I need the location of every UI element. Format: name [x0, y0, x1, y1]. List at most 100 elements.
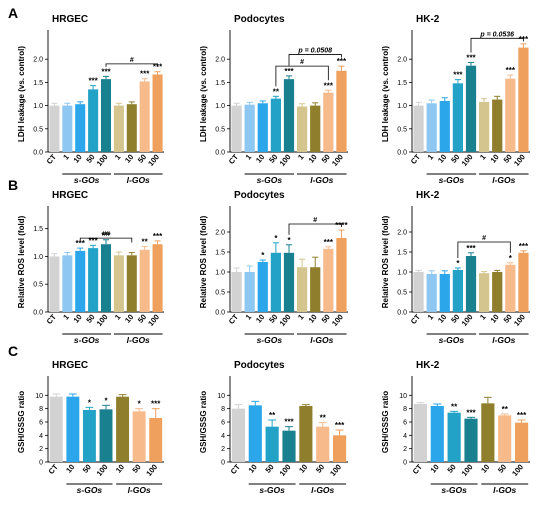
y-tick-label: 0.5	[397, 290, 407, 297]
x-tick-label: 1	[426, 153, 436, 162]
x-tick-label: 100	[460, 313, 475, 328]
group-label: l-GOs	[127, 175, 150, 185]
bar	[336, 70, 347, 152]
bar	[413, 272, 424, 312]
x-tick-label: 10	[123, 313, 135, 325]
significance-label: **	[451, 402, 458, 411]
bar	[426, 103, 437, 152]
significance-label: *	[138, 400, 142, 409]
significance-label: ***	[153, 63, 163, 72]
bar	[505, 264, 516, 312]
bar	[100, 244, 112, 312]
x-tick-label: 50	[81, 463, 93, 475]
y-tick-label: 10	[399, 393, 407, 400]
bar	[310, 267, 321, 312]
group-label: l-GOs	[128, 485, 151, 495]
bar	[66, 396, 80, 462]
bar	[447, 412, 461, 462]
x-tick-label: CT	[229, 462, 243, 476]
bar	[492, 99, 503, 152]
significance-label: ***	[324, 238, 334, 247]
significance-label: **	[273, 87, 280, 96]
bar	[478, 101, 490, 152]
y-tick-label: 1.5	[215, 80, 225, 87]
comparison-bracket	[288, 223, 342, 235]
y-axis-label: LDH leakage (vs. control)	[17, 46, 26, 142]
y-axis-label: Relative ROS level (fold)	[199, 215, 208, 308]
bar	[299, 406, 313, 462]
group-label: l-GOs	[493, 485, 516, 495]
bar	[100, 79, 112, 152]
significance-label: ***	[101, 67, 111, 76]
bar	[126, 104, 137, 152]
group-label: l-GOs	[127, 335, 150, 345]
bar	[257, 262, 268, 312]
bar	[316, 426, 330, 462]
x-tick-label: 50	[314, 463, 326, 475]
bar	[88, 248, 99, 312]
y-tick-label: 1.5	[397, 250, 407, 257]
bar	[481, 403, 495, 462]
significance-label: ***	[284, 67, 294, 76]
x-tick-label: CT	[227, 312, 241, 326]
group-label: s-GOs	[439, 335, 465, 345]
x-tick-label: 1	[478, 153, 488, 162]
bar	[270, 98, 282, 152]
bar	[464, 418, 478, 462]
x-tick-label: 100	[95, 463, 110, 478]
x-tick-label: CT	[45, 312, 59, 326]
bar	[270, 252, 282, 312]
significance-label: **	[269, 411, 276, 420]
group-label: s-GOs	[257, 335, 283, 345]
bar	[283, 79, 295, 152]
y-axis-label: GSH/GSSG ratio	[199, 391, 208, 453]
chart-title: HRGEC	[52, 190, 88, 201]
x-tick-label: 10	[479, 463, 491, 475]
bar	[310, 105, 321, 152]
y-tick-label: 0.0	[33, 150, 43, 157]
bar	[113, 105, 124, 152]
x-tick-label: 50	[130, 463, 142, 475]
y-axis-label: GSH/GSSG ratio	[17, 391, 26, 453]
bar	[257, 103, 268, 152]
y-tick-label: 6	[221, 420, 225, 427]
chart-b-hk-2: HK-2 Relative ROS level (fold) 0.0 0.5 1.0 1.…	[381, 190, 530, 345]
bar	[282, 430, 296, 462]
y-tick-label: 10	[217, 393, 225, 400]
chart-title: HK-2	[416, 14, 440, 25]
bar	[75, 104, 86, 152]
significance-label: ***	[506, 66, 516, 75]
significance-label: *	[274, 234, 278, 243]
group-label: s-GOs	[439, 175, 465, 185]
x-tick-label: 1	[61, 313, 71, 322]
x-tick-label: 100	[460, 463, 475, 478]
x-tick-label: 100	[278, 153, 293, 168]
bar	[149, 418, 163, 462]
significance-label: ***	[466, 53, 476, 62]
bar	[62, 105, 73, 152]
chart-c-podocytes: Podocytes GSH/GSSG ratio 0 2 4 6 8 10 CT 10 ** 50 **…	[199, 360, 348, 495]
bar	[75, 250, 86, 312]
y-tick-label: 4	[39, 433, 43, 440]
group-label: s-GOs	[259, 485, 285, 495]
comparison-bracket	[275, 65, 329, 87]
y-tick-label: 1.0	[397, 270, 407, 277]
x-tick-label: 100	[278, 313, 293, 328]
group-label: l-GOs	[492, 335, 515, 345]
bar	[465, 256, 477, 312]
bar	[332, 435, 347, 462]
chart-title: HK-2	[416, 190, 440, 201]
significance-label: **	[142, 237, 149, 246]
significance-label: ***	[88, 236, 98, 245]
y-tick-label: 2	[403, 446, 407, 453]
y-tick-label: 1.5	[33, 80, 43, 87]
bar	[152, 244, 163, 312]
x-tick-label: 100	[328, 463, 343, 478]
y-tick-label: 10	[35, 393, 43, 400]
x-tick-label: 10	[488, 313, 500, 325]
group-label: l-GOs	[492, 175, 515, 185]
y-tick-label: 1.0	[33, 103, 43, 110]
y-tick-label: 8	[403, 406, 407, 413]
y-tick-label: 1.0	[215, 270, 225, 277]
y-tick-label: 0.0	[33, 310, 43, 317]
